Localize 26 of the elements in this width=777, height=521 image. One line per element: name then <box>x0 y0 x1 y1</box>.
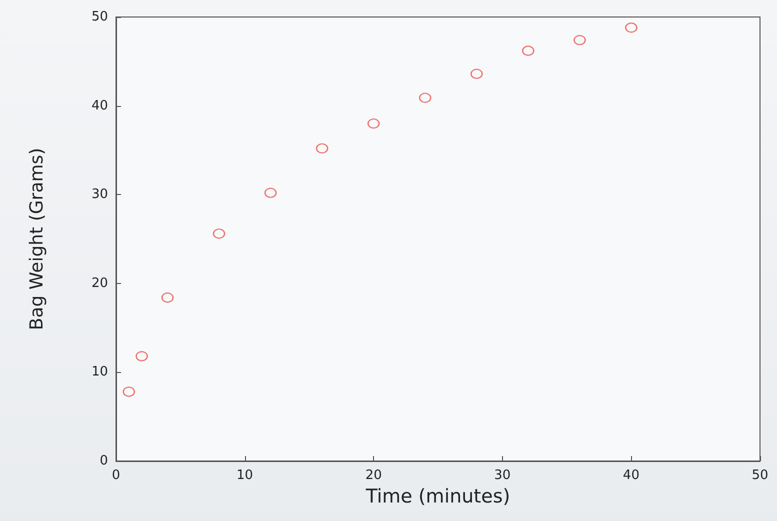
point <box>212 228 226 239</box>
x-tick-label: 0 <box>112 468 120 483</box>
x-axis-title: Time (minutes) <box>364 486 510 508</box>
x-tick-label: 30 <box>494 468 511 483</box>
y-tick-label: 40 <box>91 98 108 114</box>
point <box>316 143 328 154</box>
x-tick-label: 20 <box>365 468 382 483</box>
y-tick-label: 10 <box>91 364 108 380</box>
y-tick-label: 0 <box>100 454 108 468</box>
point <box>368 118 380 129</box>
point <box>161 292 174 303</box>
point <box>122 386 135 397</box>
x-tick-label: 50 <box>752 468 768 483</box>
y-tick-label: 20 <box>91 276 108 291</box>
point <box>625 22 638 33</box>
x-tick-label: 10 <box>236 468 254 483</box>
y-tick-label: 50 <box>91 10 108 24</box>
point <box>419 92 432 103</box>
point <box>522 46 534 56</box>
point <box>264 188 277 198</box>
point <box>136 351 148 362</box>
point <box>574 34 586 46</box>
point <box>470 68 483 79</box>
y-tick-label: 30 <box>91 187 108 202</box>
y-axis-title: Bag Weight (Grams) <box>26 148 48 330</box>
x-tick-label: 40 <box>622 468 640 483</box>
